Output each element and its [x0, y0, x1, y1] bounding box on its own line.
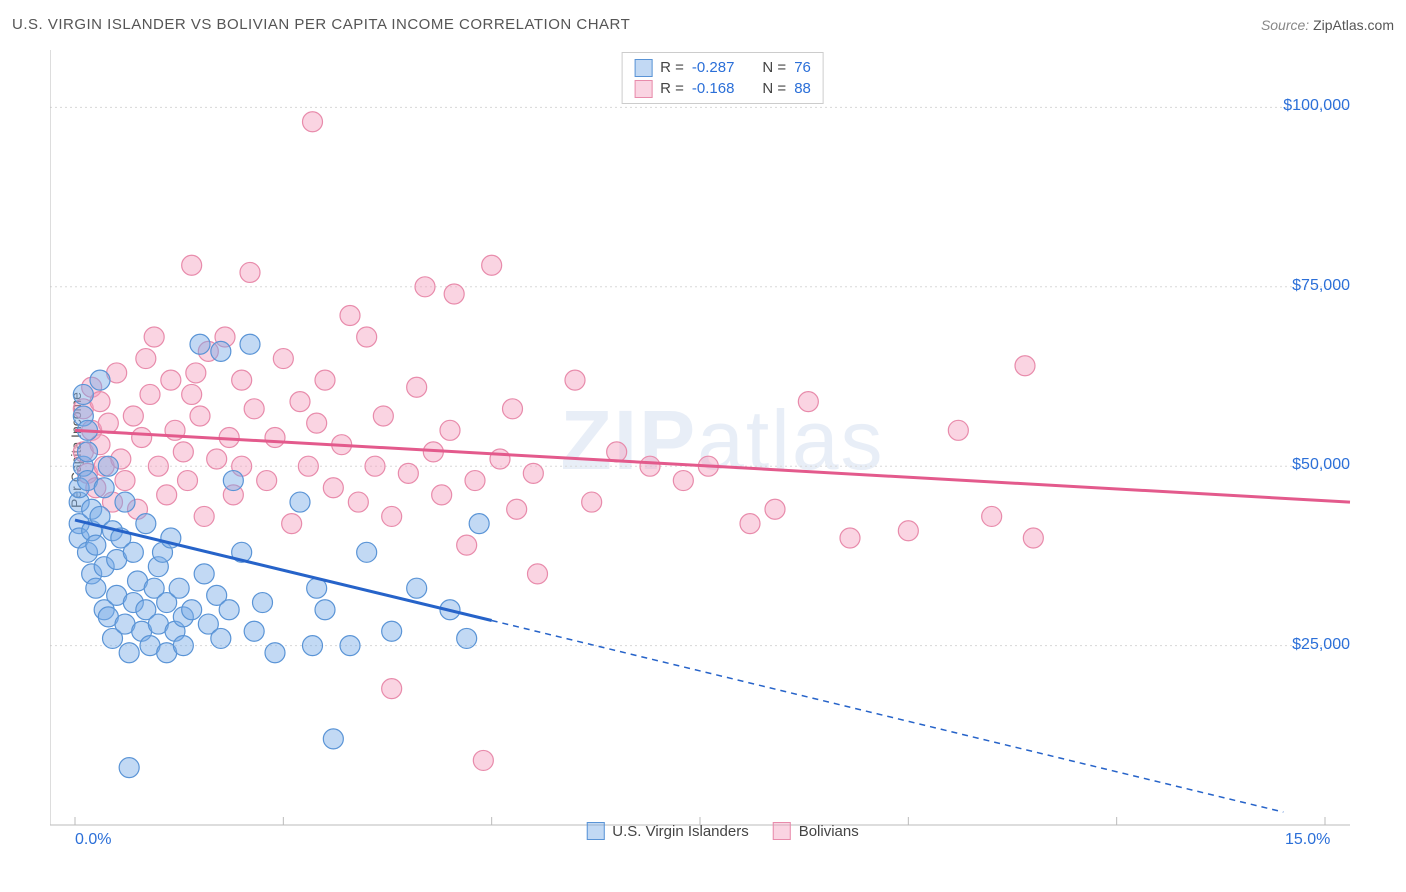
stats-n-val-1: 76: [794, 57, 811, 78]
legend-swatch-2: [773, 822, 791, 840]
stats-swatch-2: [634, 80, 652, 98]
plot-container: Per Capita Income ZIPatlas R = -0.287 N …: [50, 50, 1395, 850]
stats-n-label-1: N =: [762, 57, 786, 78]
source-value: ZipAtlas.com: [1313, 17, 1394, 33]
stats-r-label-1: R =: [660, 57, 684, 78]
legend-swatch-1: [586, 822, 604, 840]
scatter-plot: [50, 50, 1395, 850]
source-attribution: Source: ZipAtlas.com: [1261, 17, 1394, 33]
stats-box: R = -0.287 N = 76 R = -0.168 N = 88: [621, 52, 824, 104]
legend-item-2: Bolivians: [773, 822, 859, 840]
y-tick-label: $75,000: [1260, 277, 1350, 295]
stats-row-1: R = -0.287 N = 76: [634, 57, 811, 78]
stats-r-label-2: R =: [660, 78, 684, 99]
source-label: Source:: [1261, 17, 1309, 33]
legend-label-2: Bolivians: [799, 823, 859, 840]
legend-item-1: U.S. Virgin Islanders: [586, 822, 748, 840]
y-tick-label: $25,000: [1260, 636, 1350, 654]
x-tick-label: 0.0%: [75, 831, 111, 849]
legend: U.S. Virgin Islanders Bolivians: [586, 822, 858, 840]
y-tick-label: $100,000: [1260, 97, 1350, 115]
y-tick-label: $50,000: [1260, 456, 1350, 474]
stats-n-val-2: 88: [794, 78, 811, 99]
stats-r-val-2: -0.168: [692, 78, 735, 99]
stats-r-val-1: -0.287: [692, 57, 735, 78]
x-tick-label: 15.0%: [1285, 831, 1330, 849]
legend-label-1: U.S. Virgin Islanders: [612, 823, 748, 840]
stats-n-label-2: N =: [762, 78, 786, 99]
chart-title: U.S. VIRGIN ISLANDER VS BOLIVIAN PER CAP…: [12, 16, 630, 33]
stats-row-2: R = -0.168 N = 88: [634, 78, 811, 99]
stats-swatch-1: [634, 59, 652, 77]
